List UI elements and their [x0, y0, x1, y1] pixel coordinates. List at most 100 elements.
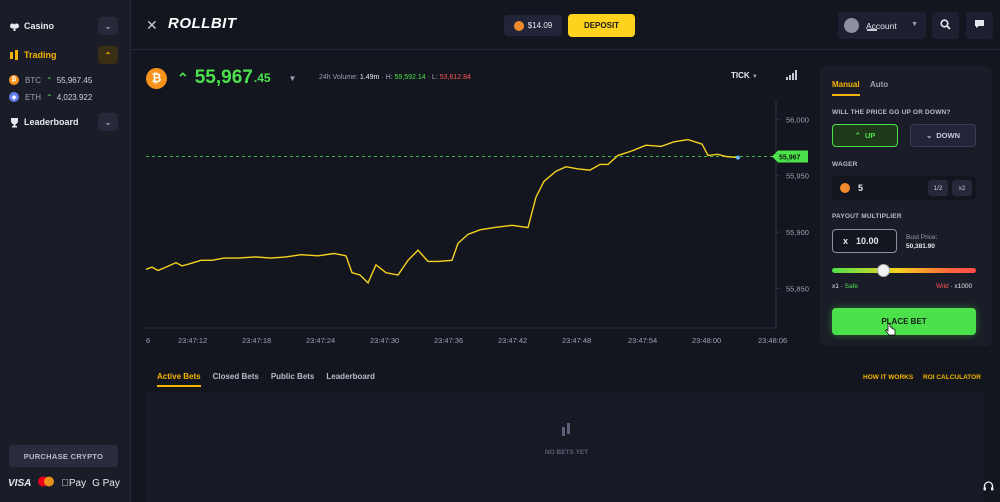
bar-chart-icon[interactable] — [785, 69, 797, 84]
x-tick-label: 23:47:54 — [628, 336, 657, 345]
coin-price: 55,967.45 — [56, 75, 93, 85]
google-pay-logo: G Pay — [84, 477, 120, 489]
slider-max-word: Wild — [936, 283, 949, 290]
coin-icon — [840, 183, 850, 193]
caret-down-icon[interactable]: ▼ — [288, 73, 297, 83]
price-line — [146, 138, 739, 285]
tab-closed-bets[interactable]: Closed Bets — [212, 372, 259, 381]
slider-max-label: Wild · x1000 — [936, 283, 973, 290]
account-label: Account — [866, 20, 897, 31]
sidebar-item-label: Leaderboard — [24, 117, 79, 127]
search-icon — [940, 18, 951, 33]
chevron-down-icon[interactable]: ⌄ — [98, 113, 118, 131]
tab-active-bets[interactable]: Active Bets — [157, 372, 201, 387]
headset-icon[interactable] — [983, 481, 994, 495]
coin-symbol: BTC — [25, 75, 41, 85]
x-tick-label: 6 — [146, 336, 150, 345]
sidebar-item-leaderboard[interactable]: Leaderboard ⌄ — [8, 112, 118, 132]
sidebar-coin-eth[interactable]: ◆ ETH ⌃ 4,023.922 — [9, 89, 92, 105]
tab-leaderboard[interactable]: Leaderboard — [326, 372, 375, 381]
current-price: 55,967 — [194, 67, 253, 88]
payment-methods: VISA Pay G Pay — [8, 476, 120, 490]
visa-logo: VISA — [8, 477, 32, 489]
double-chevron-up-icon: ⌃ — [854, 131, 861, 140]
slider-min-value: x1 — [832, 283, 839, 290]
slider-min-word: Safe — [844, 283, 859, 290]
chat-button[interactable] — [966, 12, 993, 39]
price-chart[interactable]: 56,000 55,950 55,900 55,850 6 23:47:12 23:47:1… — [146, 100, 816, 350]
cards-icon — [8, 20, 20, 32]
x-tick-label: 23:47:48 — [562, 336, 591, 345]
tab-public-bets[interactable]: Public Bets — [270, 372, 315, 381]
double-chevron-up-icon: ⌃ — [46, 75, 53, 85]
slider-max-value: x1000 — [954, 283, 973, 290]
up-button[interactable]: ⌃ UP — [832, 124, 898, 147]
deposit-button[interactable]: DEPOSIT — [568, 14, 635, 37]
x-tick-label: 23:47:24 — [306, 336, 335, 345]
bust-price-value: 50,381.90 — [906, 243, 935, 250]
apple-icon:  — [61, 478, 69, 489]
double-chevron-up-icon: ⌃ — [177, 69, 189, 86]
current-price-tag — [772, 150, 808, 163]
x-tick-label: 23:47:30 — [370, 336, 399, 345]
x-tick-label: 23:47:36 — [434, 336, 463, 345]
current-price-decimal: .45 — [253, 71, 271, 85]
chevron-up-icon[interactable]: ⌃ — [98, 46, 118, 64]
account-sub-indicator — [867, 29, 877, 31]
direction-question: WILL THE PRICE GO UP OR DOWN? — [832, 109, 951, 116]
wager-value: 5 — [858, 183, 864, 193]
apple-pay-label: Pay — [61, 477, 86, 489]
account-menu[interactable]: Account ▼ — [838, 12, 926, 39]
slider-handle[interactable] — [877, 264, 890, 277]
chart-mode-label: TICK — [731, 71, 750, 80]
slider-min-label: x1 · Safe — [832, 283, 859, 290]
multiplier-prefix: x — [843, 236, 849, 246]
close-icon[interactable]: ✕ — [146, 17, 158, 33]
chevron-down-icon[interactable]: ⌄ — [98, 17, 118, 35]
y-tick-label: 55,950 — [786, 172, 809, 181]
no-bets-message: NO BETS YET — [545, 449, 589, 456]
high-label: H: — [385, 74, 393, 81]
sidebar-item-label: Casino — [24, 21, 55, 31]
current-price-dot — [736, 155, 740, 160]
multiplier-slider[interactable] — [832, 268, 976, 273]
candlestick-icon — [8, 49, 20, 61]
y-tick-label: 55,850 — [786, 285, 809, 294]
balance-display[interactable]: $14.09 — [504, 15, 562, 36]
avatar — [844, 18, 859, 33]
roi-calculator-link[interactable]: ROI CALCULATOR — [923, 374, 981, 381]
place-bet-button[interactable]: PLACE BET — [832, 308, 976, 335]
x-tick-label: 23:48:06 — [758, 336, 787, 345]
multiplier-value: 10.00 — [856, 236, 879, 246]
sidebar-coin-btc[interactable]: ₿ BTC ⌃ 55,967.45 — [9, 72, 92, 88]
how-it-works-link[interactable]: HOW IT WORKS — [863, 374, 914, 381]
search-button[interactable] — [932, 12, 959, 39]
x-tick-label: 23:48:00 — [692, 336, 721, 345]
purchase-crypto-button[interactable]: PURCHASE CRYPTO — [9, 445, 118, 467]
chevron-down-icon: ▼ — [911, 21, 918, 28]
wager-label: WAGER — [832, 161, 858, 168]
market-stats: 24h Volume: 1.49m · H: 59,592.14 · L: 53… — [319, 74, 471, 81]
volume-label: 24h Volume: — [319, 74, 358, 81]
bust-price: Bust Price: 50,381.90 — [906, 233, 937, 251]
sidebar-item-trading[interactable]: Trading ⌃ — [8, 45, 118, 65]
chart-mode-dropdown[interactable]: TICK ▼ — [731, 71, 758, 80]
double-chevron-down-icon: ⌄ — [925, 131, 933, 140]
trophy-icon — [8, 116, 20, 128]
caret-down-icon: ▼ — [751, 74, 758, 80]
tab-manual[interactable]: Manual — [832, 80, 860, 96]
up-label: UP — [864, 131, 876, 140]
sidebar-item-casino[interactable]: Casino ⌄ — [8, 16, 118, 36]
cursor-hand-icon — [885, 323, 896, 340]
half-wager-button[interactable]: 1/2 — [928, 180, 948, 196]
sidebar-item-label: Trading — [24, 50, 57, 60]
multiplier-input[interactable]: x 10.00 — [832, 229, 897, 253]
double-wager-button[interactable]: x2 — [952, 180, 972, 196]
tab-auto[interactable]: Auto — [870, 80, 889, 89]
mastercard-icon — [37, 476, 55, 490]
y-tick-label: 56,000 — [786, 115, 809, 124]
down-button[interactable]: ⌄ DOWN — [910, 124, 976, 147]
bust-price-label: Bust Price: — [906, 234, 938, 241]
coin-symbol: ETH — [25, 92, 41, 102]
rollbit-logo[interactable]: ROLLBIT — [168, 15, 237, 32]
